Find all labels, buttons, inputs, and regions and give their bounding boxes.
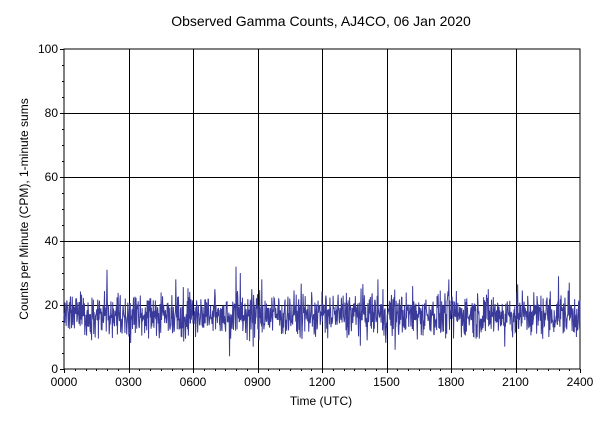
x-tick-label: 1500 [373,375,400,389]
y-tick-label: 60 [45,170,59,184]
y-tick-labels: 0 20 40 60 80 100 [38,42,58,376]
x-tick-label: 2100 [502,375,529,389]
y-tick-label: 40 [45,234,59,248]
y-tick-label: 100 [38,42,58,56]
x-tick-label: 0600 [180,375,207,389]
y-tick-label: 80 [45,106,59,120]
x-tick-label: 0900 [244,375,271,389]
x-tick-label: 2400 [567,375,594,389]
x-tick-labels: 0000 0300 0600 0900 1200 1500 1800 2100 2400 [51,375,594,389]
x-tick-label: 1200 [309,375,336,389]
y-tick-label: 0 [51,362,58,376]
minor-ticks [62,65,570,371]
x-tick-label: 1800 [438,375,465,389]
x-tick-label: 0300 [115,375,142,389]
x-axis-title: Time (UTC) [290,394,352,408]
y-tick-label: 20 [45,298,59,312]
chart-title: Observed Gamma Counts, AJ4CO, 06 Jan 202… [171,13,471,29]
data-series-line [63,266,581,357]
x-tick-label: 0000 [51,375,78,389]
y-axis-title: Counts per Minute (CPM), 1-minute sums [17,98,31,319]
